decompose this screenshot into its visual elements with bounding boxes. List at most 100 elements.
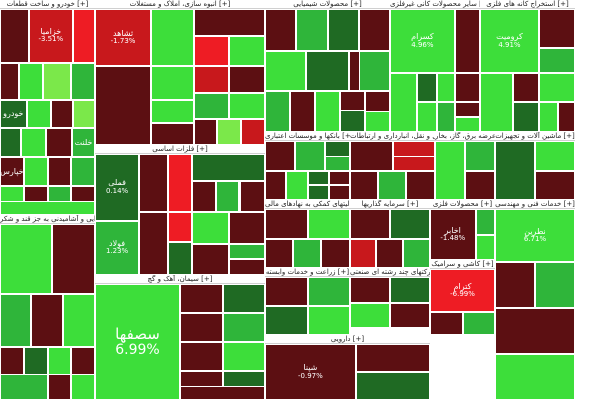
sector-header[interactable]: محصولات فلزی [+]	[430, 200, 495, 209]
stock-tile[interactable]	[191, 243, 230, 275]
stock-tile[interactable]	[535, 141, 575, 171]
stock-tile[interactable]	[307, 209, 350, 239]
stock-tile[interactable]	[358, 9, 390, 51]
stock-tile[interactable]	[327, 9, 359, 51]
stock-tile[interactable]	[307, 306, 350, 335]
stock-tile[interactable]	[495, 262, 535, 309]
stock-tile[interactable]	[229, 36, 265, 67]
stock-tile[interactable]	[390, 277, 430, 303]
stock-tile[interactable]	[462, 311, 495, 335]
stock-tile[interactable]	[0, 9, 29, 63]
sector-header[interactable]: فعالیتهای کمکی به نهادهای مالی [+]	[265, 200, 350, 209]
stock-tile[interactable]	[265, 238, 294, 268]
stock-tile[interactable]	[168, 154, 192, 213]
stock-tile[interactable]	[328, 185, 350, 200]
stock-tile[interactable]	[538, 48, 575, 73]
stock-tile[interactable]: کروميت 4.91%	[480, 9, 539, 73]
stock-tile[interactable]	[436, 72, 455, 103]
sector-header[interactable]: دارویی [+]	[265, 335, 430, 344]
stock-tile[interactable]	[71, 157, 95, 187]
stock-tile[interactable]	[229, 259, 265, 275]
stock-tile[interactable]	[151, 66, 194, 101]
stock-tile[interactable]	[293, 238, 322, 268]
stock-tile[interactable]	[265, 306, 308, 335]
stock-tile[interactable]	[151, 9, 194, 67]
stock-tile[interactable]	[45, 128, 73, 158]
sector-header[interactable]: کاشی و سرامیک [+]	[430, 260, 495, 269]
stock-tile[interactable]	[350, 302, 390, 328]
stock-tile[interactable]	[265, 209, 308, 239]
stock-tile[interactable]	[47, 157, 72, 187]
sector-header[interactable]: عرضه برق، گاز، بخار [+]	[435, 132, 495, 141]
sector-header[interactable]: سرمایه گذاریها [+]	[350, 200, 430, 209]
sector-header[interactable]: انبوه سازی، املاک و مستغلات [+]	[95, 0, 265, 9]
stock-tile[interactable]	[495, 308, 575, 355]
stock-tile[interactable]	[340, 91, 365, 112]
stock-tile[interactable]	[430, 311, 463, 335]
stock-tile[interactable]	[495, 141, 535, 200]
stock-tile[interactable]	[436, 102, 455, 132]
stock-tile[interactable]	[193, 9, 265, 37]
stock-tile[interactable]	[495, 354, 575, 400]
stock-tile[interactable]	[296, 9, 328, 51]
stock-tile[interactable]	[62, 294, 95, 348]
stock-tile[interactable]	[307, 185, 329, 200]
sector-header[interactable]: سیمان، آهک و گچ [+]	[95, 275, 265, 284]
stock-tile[interactable]: فولاد 1.23%	[95, 220, 140, 275]
stock-tile[interactable]	[454, 102, 480, 118]
stock-tile[interactable]	[229, 93, 265, 120]
stock-tile[interactable]: خودرو	[0, 99, 27, 129]
stock-tile[interactable]	[475, 209, 495, 235]
stock-tile[interactable]	[265, 9, 297, 51]
stock-tile[interactable]	[390, 209, 430, 239]
stock-tile[interactable]: نطرین 6.71%	[495, 209, 575, 263]
sector-header[interactable]: محصولات غذایی و آشامیدنی به جز قند و شکر…	[0, 215, 95, 224]
stock-tile[interactable]	[73, 99, 95, 129]
stock-tile[interactable]	[265, 50, 307, 92]
stock-tile[interactable]: ثشاهد -1.73%	[95, 9, 152, 67]
stock-tile[interactable]	[480, 72, 514, 132]
stock-tile[interactable]	[168, 212, 192, 243]
stock-tile[interactable]: فملی 0.14%	[95, 154, 140, 221]
stock-tile[interactable]: شپنا -0.97%	[265, 344, 356, 400]
stock-tile[interactable]	[0, 62, 19, 100]
stock-tile[interactable]	[191, 212, 230, 244]
stock-tile[interactable]	[406, 170, 435, 200]
sector-header[interactable]: خودرو و ساخت قطعات [+]	[0, 0, 95, 9]
stock-tile[interactable]	[19, 62, 43, 100]
stock-tile[interactable]	[435, 141, 465, 200]
stock-tile[interactable]	[71, 62, 95, 100]
stock-tile[interactable]	[42, 62, 72, 100]
sector-header[interactable]: سایر محصولات کانی غیرفلزی [+]	[390, 0, 480, 9]
sector-header[interactable]: بانکها و موسسات اعتباری [+]	[265, 132, 350, 141]
stock-tile[interactable]	[350, 141, 393, 171]
stock-tile[interactable]	[217, 119, 242, 145]
sector-header[interactable]: استخراج کانه های فلزی [+]	[480, 0, 575, 9]
stock-tile[interactable]	[538, 102, 558, 132]
stock-tile[interactable]: خپارس	[0, 157, 24, 187]
stock-tile[interactable]	[294, 141, 325, 171]
stock-tile[interactable]	[52, 224, 95, 295]
stock-tile[interactable]	[71, 373, 95, 400]
stock-tile[interactable]	[95, 66, 152, 145]
stock-tile[interactable]	[193, 119, 218, 145]
stock-tile[interactable]	[350, 277, 390, 303]
stock-tile[interactable]	[47, 373, 72, 400]
stock-tile[interactable]	[151, 100, 194, 124]
stock-tile[interactable]	[390, 72, 417, 132]
stock-tile[interactable]	[265, 141, 295, 171]
stock-tile[interactable]: خلنت	[72, 128, 95, 158]
stock-tile[interactable]	[191, 154, 265, 181]
stock-tile[interactable]	[193, 93, 230, 120]
stock-tile[interactable]	[538, 72, 575, 103]
stock-tile[interactable]	[0, 294, 32, 348]
sector-header[interactable]: محصولات شیمیایی [+]	[265, 0, 390, 9]
stock-tile[interactable]	[139, 212, 169, 275]
stock-tile[interactable]	[239, 180, 265, 213]
stock-tile[interactable]	[73, 9, 95, 63]
sector-header[interactable]: حمل و نقل، انبارداری و ارتباطات [+]	[350, 132, 435, 141]
stock-tile[interactable]	[328, 170, 350, 186]
stock-tile[interactable]	[265, 170, 287, 200]
stock-tile[interactable]	[180, 385, 265, 400]
stock-tile[interactable]	[215, 180, 240, 213]
